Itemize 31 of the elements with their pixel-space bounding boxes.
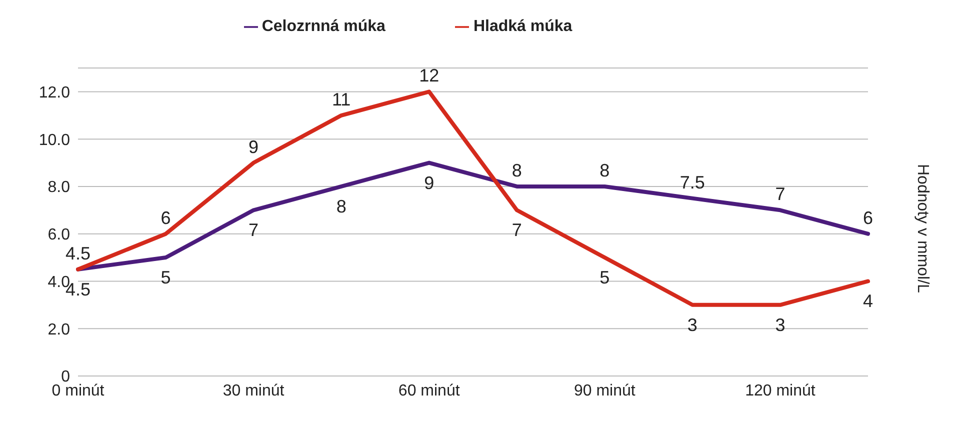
- y-tick-label: 2.0: [48, 321, 70, 338]
- x-tick-label: 120 minút: [745, 382, 816, 400]
- y-tick-label: 6.0: [48, 226, 70, 244]
- data-label: 7: [512, 220, 522, 240]
- legend-label: Celozrnná múka: [262, 18, 386, 35]
- y-tick-label: 10.0: [38, 132, 70, 149]
- x-tick-label: 90 minút: [574, 382, 636, 400]
- data-label: 9: [424, 172, 434, 193]
- data-label: 8: [336, 196, 346, 216]
- data-label: 7: [775, 184, 786, 204]
- data-label: 7.5: [680, 172, 705, 192]
- x-tick-label: 30 minút: [222, 382, 285, 400]
- x-tick-label: 60 minút: [398, 382, 460, 400]
- data-label: 5: [160, 268, 171, 288]
- data-label: 5: [600, 268, 610, 288]
- data-label: 12: [419, 66, 440, 86]
- data-label: 6: [862, 208, 874, 228]
- legend-label: Hladká múka: [473, 18, 572, 35]
- data-label: 8: [512, 160, 522, 180]
- data-label: 4: [862, 291, 874, 312]
- data-label: 11: [332, 89, 351, 110]
- data-label: 6: [160, 208, 171, 228]
- data-label: 4.5: [65, 243, 91, 264]
- y-tick-label: 12.0: [38, 84, 70, 102]
- data-label: 3: [775, 314, 786, 335]
- data-label: 9: [248, 136, 259, 157]
- data-label: 3: [687, 314, 698, 335]
- y-tick-label: 8.0: [48, 179, 70, 196]
- y-axis-title: Hodnoty v mmol/L: [913, 162, 931, 294]
- data-label: 7: [248, 220, 259, 240]
- data-label: 8: [600, 160, 610, 180]
